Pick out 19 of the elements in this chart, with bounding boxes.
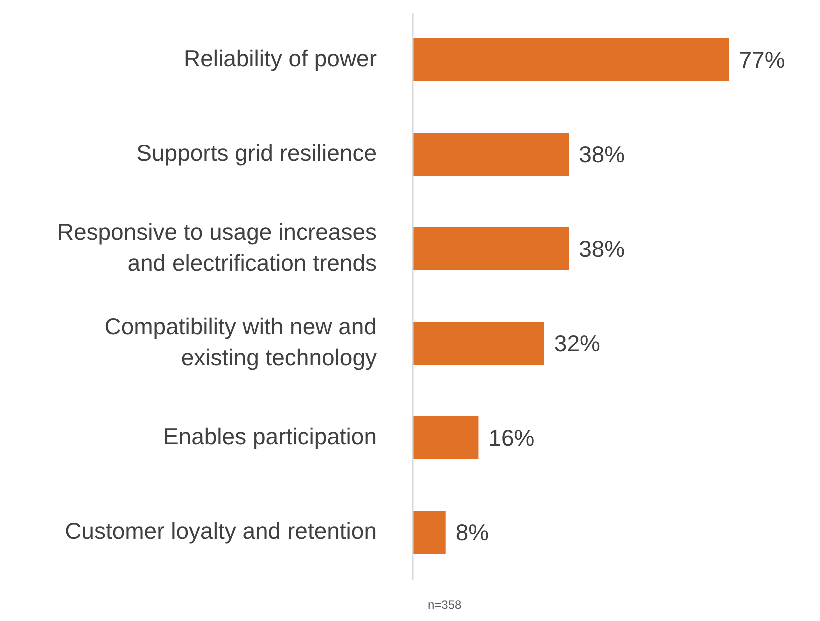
- y-tick-label: Enables participation: [163, 423, 377, 450]
- bar: [413, 133, 570, 176]
- data-label: 16%: [488, 425, 535, 452]
- data-label: 77%: [739, 47, 786, 74]
- y-tick-label: Reliability of power: [184, 45, 378, 72]
- bar: [413, 38, 730, 82]
- y-tick-label: Compatibility with new and existing technology: [104, 313, 378, 370]
- data-label: 38%: [579, 236, 626, 262]
- data-label: 32%: [554, 330, 600, 357]
- text: n=358: [428, 598, 462, 612]
- bar: [413, 416, 479, 460]
- data-label: 38%: [579, 142, 626, 168]
- bar: [413, 511, 446, 554]
- y-tick-label: Customer loyalty and retention: [65, 518, 377, 544]
- y-tick-label: Responsive to usage increases and electrification trends: [57, 218, 377, 276]
- bar: [413, 228, 570, 271]
- y-tick-label: Supports grid resilience: [136, 140, 377, 166]
- bar: [413, 322, 544, 366]
- data-label: 8%: [456, 520, 490, 546]
